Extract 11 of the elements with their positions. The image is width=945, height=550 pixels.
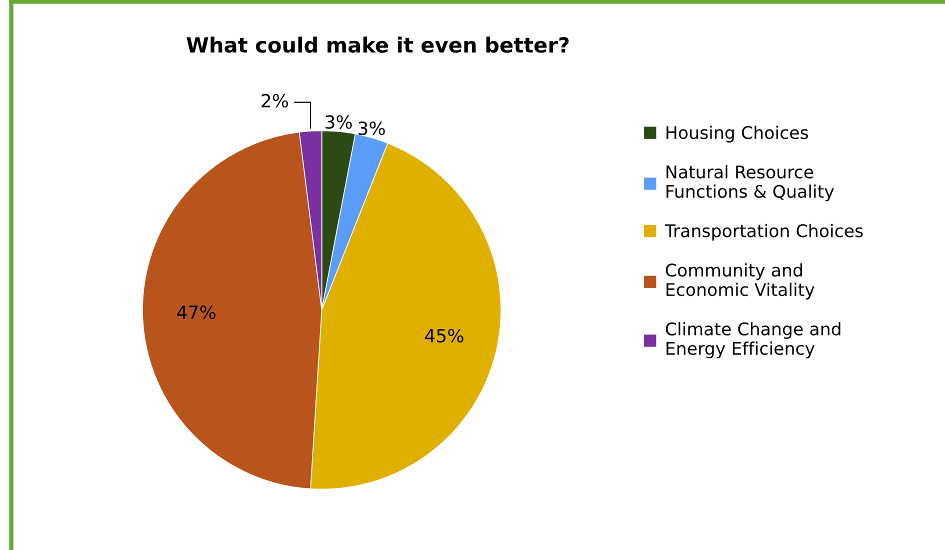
legend-label: Housing Choices	[666, 126, 808, 142]
legend-label: Community and Economic Vitality	[666, 263, 814, 300]
data-label: 3%	[326, 115, 352, 129]
chart-title: What could make it even better?	[186, 36, 569, 53]
data-label: 47%	[177, 305, 216, 320]
data-label: 45%	[425, 328, 464, 343]
legend-label: Climate Change and Energy Efficiency	[666, 322, 840, 358]
data-label: 2%	[262, 94, 288, 108]
legend-label: Natural Resource Functions & Quality	[666, 165, 834, 202]
data-label: 3%	[358, 121, 385, 136]
legend-label: Transportation Choices	[664, 224, 863, 241]
